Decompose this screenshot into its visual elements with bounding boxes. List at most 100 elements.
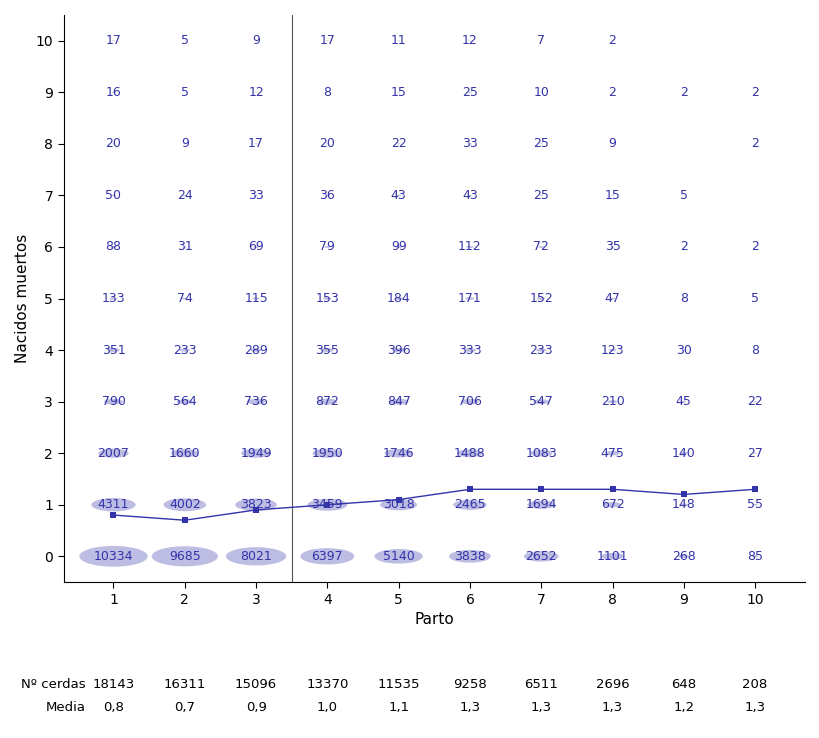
- Text: 1,3: 1,3: [744, 700, 765, 714]
- Ellipse shape: [183, 195, 186, 196]
- Text: 123: 123: [600, 344, 623, 356]
- Ellipse shape: [396, 195, 400, 196]
- Ellipse shape: [752, 504, 757, 506]
- Text: 289: 289: [244, 344, 268, 356]
- Ellipse shape: [681, 350, 685, 351]
- Ellipse shape: [388, 399, 408, 404]
- Text: 1,3: 1,3: [530, 700, 551, 714]
- Ellipse shape: [325, 195, 329, 196]
- Ellipse shape: [235, 498, 277, 511]
- Ellipse shape: [610, 246, 613, 247]
- Text: 6511: 6511: [523, 678, 558, 692]
- Ellipse shape: [111, 195, 115, 196]
- Text: 564: 564: [173, 395, 197, 408]
- Text: 24: 24: [177, 189, 192, 202]
- Text: 10334: 10334: [93, 550, 133, 563]
- Ellipse shape: [396, 143, 400, 145]
- Text: 2: 2: [750, 86, 758, 99]
- Ellipse shape: [464, 348, 476, 352]
- Ellipse shape: [325, 143, 328, 145]
- Ellipse shape: [600, 553, 623, 559]
- Ellipse shape: [603, 502, 621, 508]
- Text: 1950: 1950: [311, 446, 343, 460]
- Text: 4311: 4311: [97, 498, 129, 511]
- Text: 11: 11: [391, 34, 406, 47]
- Text: 2: 2: [679, 86, 687, 99]
- Ellipse shape: [163, 498, 206, 511]
- Text: 1,3: 1,3: [459, 700, 480, 714]
- Text: 50: 50: [106, 189, 121, 202]
- Ellipse shape: [380, 499, 417, 511]
- Ellipse shape: [467, 195, 472, 196]
- Ellipse shape: [171, 449, 198, 458]
- Text: 672: 672: [600, 498, 623, 511]
- Text: 17: 17: [248, 137, 264, 151]
- Text: 9: 9: [608, 137, 616, 151]
- Text: 74: 74: [177, 292, 192, 305]
- Text: 17: 17: [319, 34, 335, 47]
- Text: 8021: 8021: [240, 550, 272, 563]
- Ellipse shape: [468, 143, 471, 145]
- Text: 1,2: 1,2: [672, 700, 694, 714]
- Text: 5: 5: [750, 292, 758, 305]
- Text: 25: 25: [532, 137, 549, 151]
- Text: 27: 27: [746, 446, 762, 460]
- Text: 736: 736: [244, 395, 268, 408]
- Ellipse shape: [536, 297, 545, 300]
- Text: 9685: 9685: [169, 550, 201, 563]
- Text: 351: 351: [102, 344, 125, 356]
- Text: 148: 148: [671, 498, 695, 511]
- Text: 2007: 2007: [97, 446, 129, 460]
- Text: 2465: 2465: [454, 498, 485, 511]
- Text: 1,3: 1,3: [601, 700, 622, 714]
- Text: 1,0: 1,0: [316, 700, 337, 714]
- Ellipse shape: [300, 548, 354, 565]
- Text: 333: 333: [458, 344, 482, 356]
- Text: 88: 88: [106, 241, 121, 253]
- Ellipse shape: [183, 246, 187, 247]
- Ellipse shape: [324, 246, 330, 248]
- Ellipse shape: [753, 452, 756, 454]
- Text: 790: 790: [102, 395, 125, 408]
- Ellipse shape: [252, 297, 260, 300]
- Ellipse shape: [384, 449, 412, 458]
- Text: 133: 133: [102, 292, 125, 305]
- Text: 11535: 11535: [377, 678, 419, 692]
- Text: 1083: 1083: [525, 446, 556, 460]
- Text: 20: 20: [106, 137, 121, 151]
- Text: 45: 45: [675, 395, 691, 408]
- Text: 99: 99: [391, 241, 406, 253]
- Text: 0,7: 0,7: [174, 700, 195, 714]
- Ellipse shape: [395, 246, 401, 248]
- Text: 0,8: 0,8: [103, 700, 124, 714]
- Text: 36: 36: [319, 189, 335, 202]
- Text: 2: 2: [608, 34, 616, 47]
- Text: 31: 31: [177, 241, 192, 253]
- Text: 115: 115: [244, 292, 268, 305]
- Ellipse shape: [530, 450, 552, 457]
- Y-axis label: Nacidos muertos: Nacidos muertos: [15, 234, 30, 363]
- Text: 112: 112: [458, 241, 482, 253]
- Ellipse shape: [110, 297, 117, 300]
- Ellipse shape: [536, 348, 545, 352]
- Ellipse shape: [152, 546, 218, 566]
- Ellipse shape: [111, 246, 116, 248]
- Ellipse shape: [98, 449, 129, 458]
- Text: 22: 22: [391, 137, 406, 151]
- Ellipse shape: [681, 401, 686, 402]
- Ellipse shape: [460, 399, 478, 404]
- Text: 16311: 16311: [164, 678, 206, 692]
- Text: 3018: 3018: [382, 498, 414, 511]
- Text: 2: 2: [750, 241, 758, 253]
- Ellipse shape: [538, 246, 544, 248]
- Text: 2: 2: [679, 241, 687, 253]
- Ellipse shape: [112, 92, 115, 93]
- Text: 2: 2: [608, 86, 616, 99]
- Text: 153: 153: [315, 292, 339, 305]
- Text: 3838: 3838: [454, 550, 485, 563]
- Text: 12: 12: [248, 86, 264, 99]
- Text: 396: 396: [387, 344, 410, 356]
- Text: 20: 20: [319, 137, 335, 151]
- Ellipse shape: [104, 399, 123, 404]
- Ellipse shape: [523, 551, 558, 562]
